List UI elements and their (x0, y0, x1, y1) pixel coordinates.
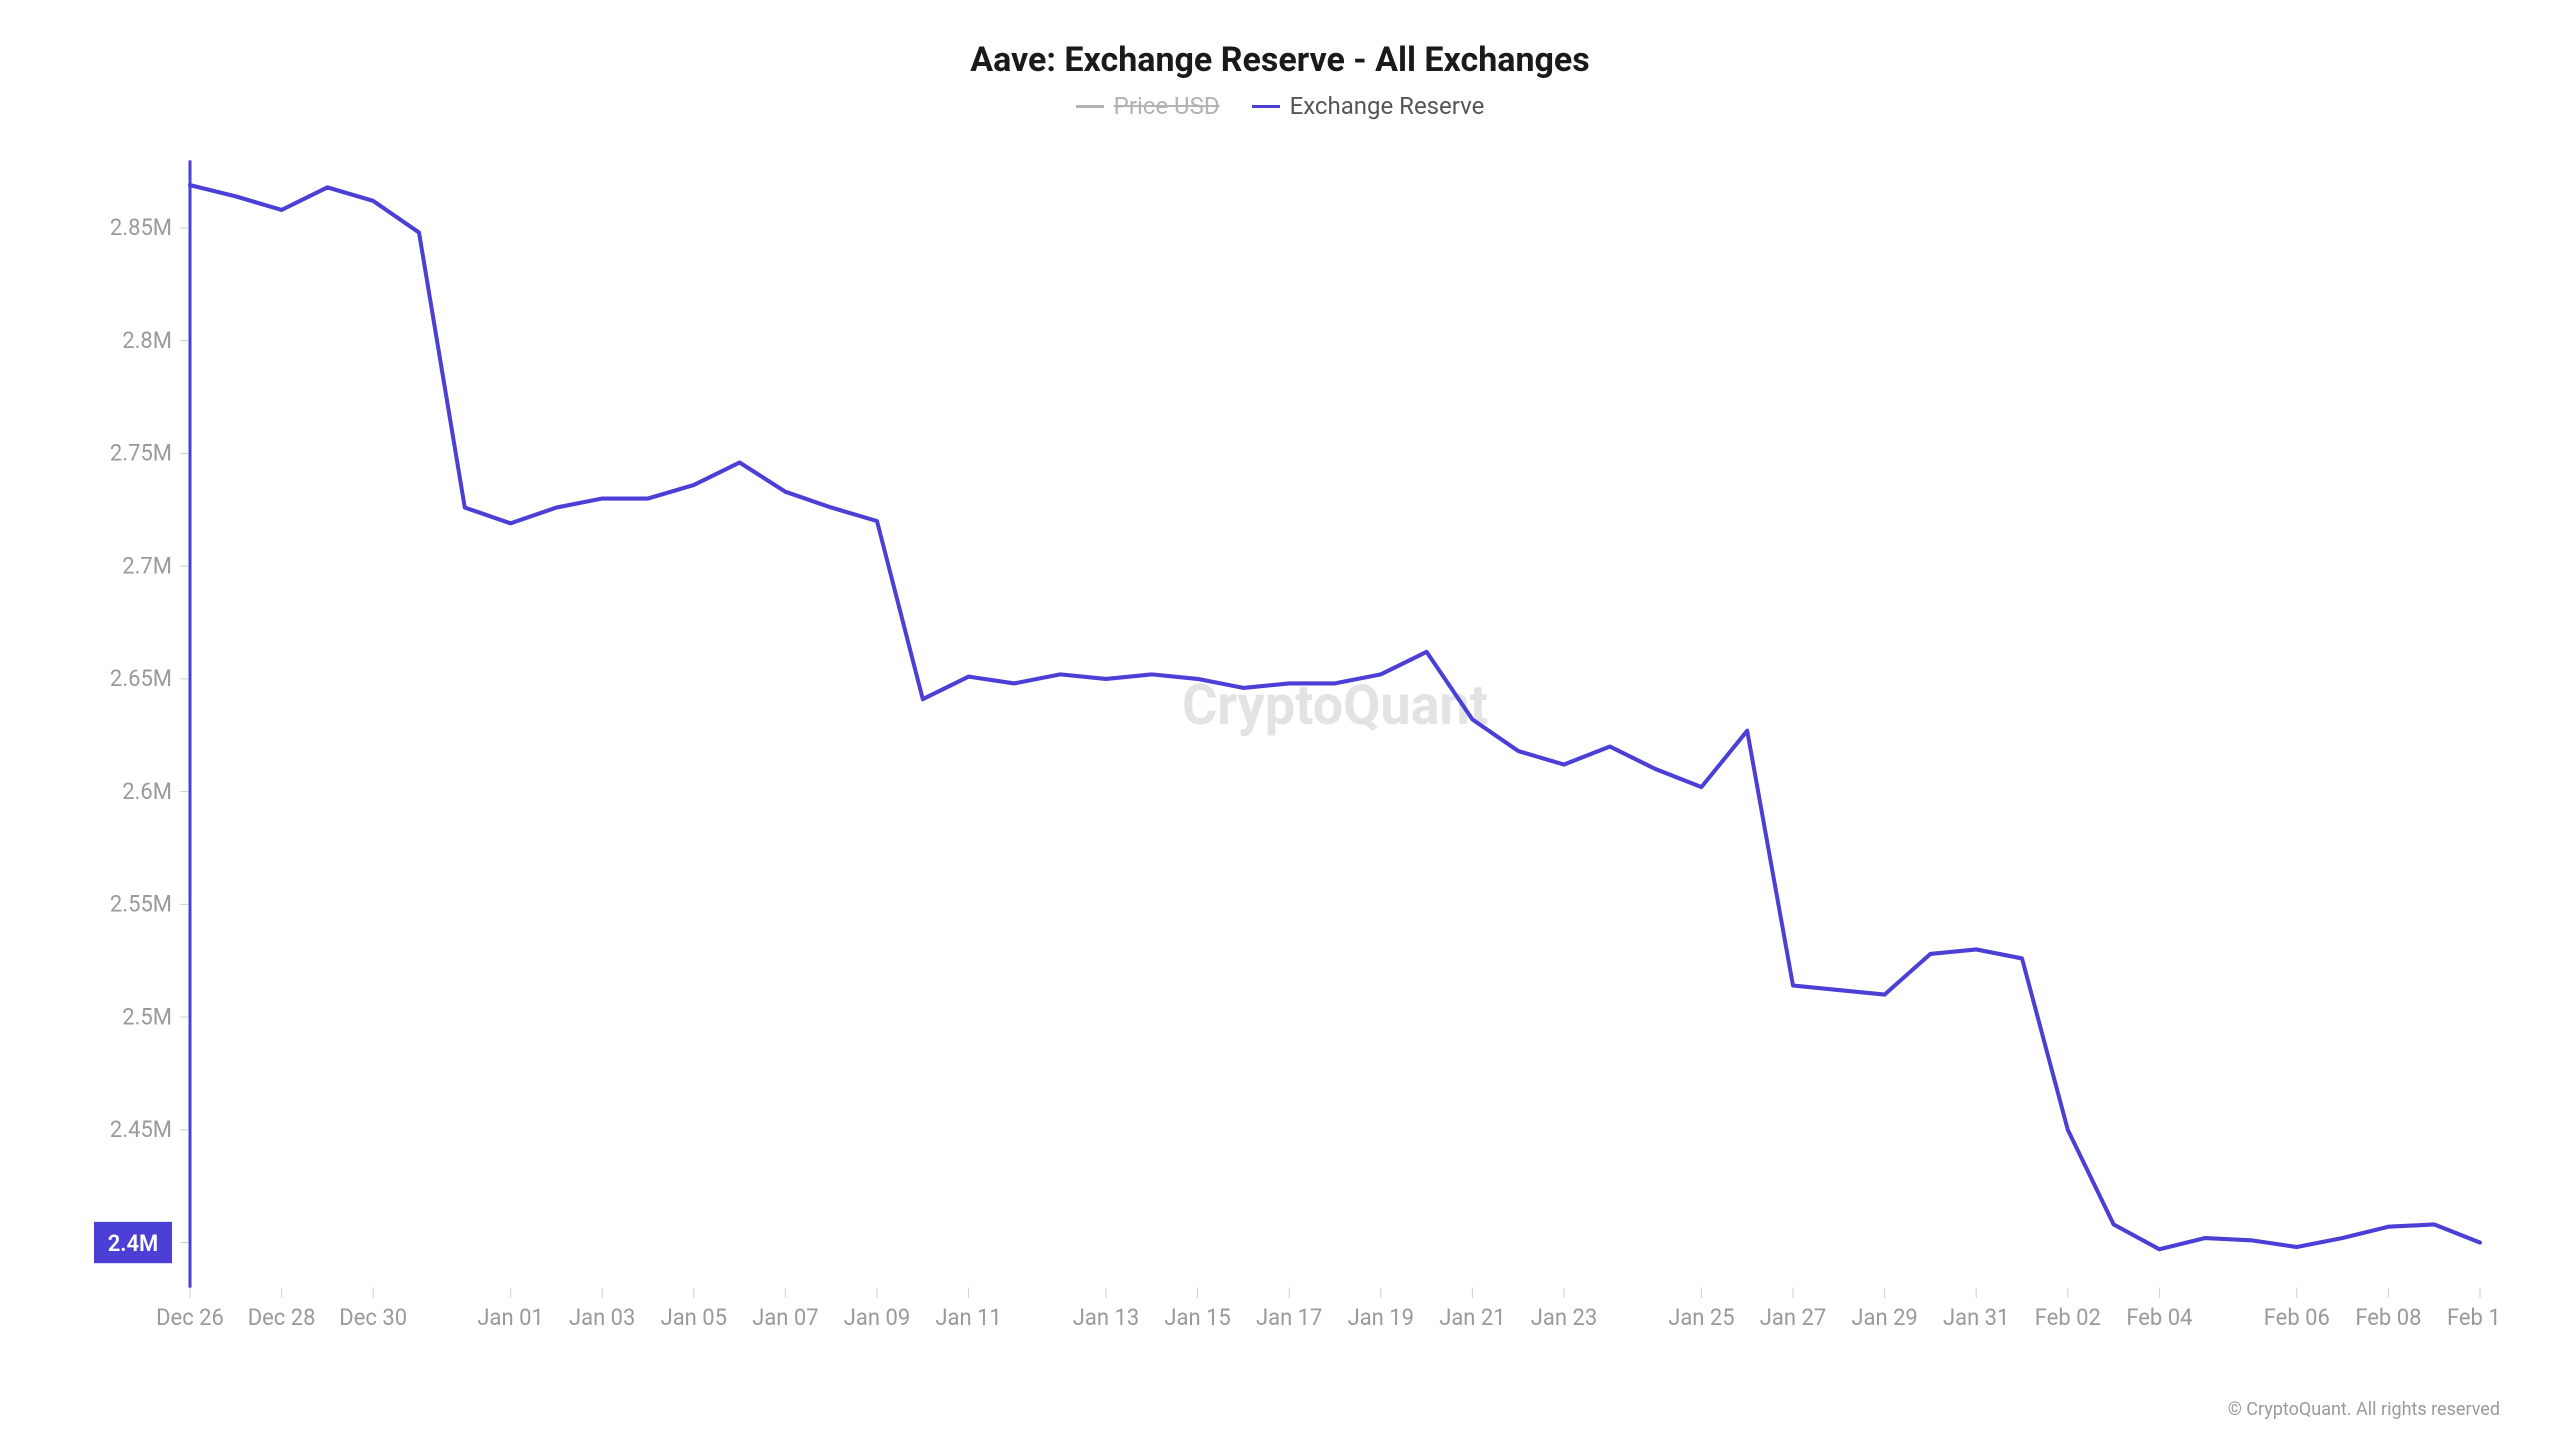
y-highlight-label: 2.4M (108, 1230, 159, 1256)
x-tick-label: Jan 05 (661, 1305, 727, 1331)
chart-svg: CryptoQuant2.4M2.45M2.5M2.55M2.6M2.65M2.… (60, 150, 2500, 1360)
legend-swatch-reserve (1252, 105, 1280, 108)
x-tick-label: Jan 03 (569, 1305, 635, 1331)
y-tick-label: 2.85M (110, 215, 172, 241)
legend-label-price: Price USD (1114, 92, 1220, 120)
x-tick-label: Jan 15 (1164, 1305, 1230, 1331)
y-tick-label: 2.75M (110, 440, 172, 466)
legend: Price USD Exchange Reserve (60, 92, 2500, 120)
legend-label-reserve: Exchange Reserve (1290, 92, 1485, 120)
x-tick-label: Feb 08 (2355, 1305, 2421, 1331)
x-tick-label: Jan 11 (935, 1305, 1001, 1331)
y-tick-label: 2.55M (110, 891, 172, 917)
chart-title: Aave: Exchange Reserve - All Exchanges (60, 40, 2500, 80)
x-tick-label: Jan 29 (1851, 1305, 1917, 1331)
legend-item-price[interactable]: Price USD (1076, 92, 1220, 120)
y-tick-label: 2.8M (122, 328, 172, 354)
x-tick-label: Jan 13 (1073, 1305, 1139, 1331)
x-tick-label: Dec 30 (339, 1305, 407, 1331)
x-tick-label: Jan 21 (1439, 1305, 1505, 1331)
x-tick-label: Feb 06 (2264, 1305, 2330, 1331)
x-tick-label: Jan 17 (1256, 1305, 1322, 1331)
x-tick-label: Feb 10 (2447, 1305, 2500, 1331)
x-tick-label: Jan 09 (844, 1305, 910, 1331)
y-tick-label: 2.6M (122, 779, 172, 805)
y-tick-label: 2.7M (122, 553, 172, 579)
x-tick-label: Jan 07 (752, 1305, 818, 1331)
y-tick-label: 2.65M (110, 666, 172, 692)
y-tick-label: 2.5M (122, 1004, 172, 1030)
x-tick-label: Jan 23 (1531, 1305, 1597, 1331)
x-tick-label: Dec 28 (248, 1305, 316, 1331)
x-tick-label: Jan 19 (1348, 1305, 1414, 1331)
plot-area: CryptoQuant2.4M2.45M2.5M2.55M2.6M2.65M2.… (60, 150, 2500, 1360)
x-tick-label: Feb 02 (2035, 1305, 2101, 1331)
x-tick-label: Jan 31 (1943, 1305, 2009, 1331)
chart-container: Aave: Exchange Reserve - All Exchanges P… (60, 40, 2500, 1400)
y-tick-label: 2.45M (110, 1117, 172, 1143)
legend-swatch-price (1076, 105, 1104, 108)
x-tick-label: Feb 04 (2126, 1305, 2193, 1331)
x-tick-label: Dec 26 (156, 1305, 224, 1331)
x-tick-label: Jan 25 (1668, 1305, 1734, 1331)
copyright: © CryptoQuant. All rights reserved (2228, 1399, 2500, 1420)
legend-item-reserve[interactable]: Exchange Reserve (1252, 92, 1485, 120)
x-tick-label: Jan 27 (1760, 1305, 1826, 1331)
x-tick-label: Jan 01 (477, 1305, 543, 1331)
